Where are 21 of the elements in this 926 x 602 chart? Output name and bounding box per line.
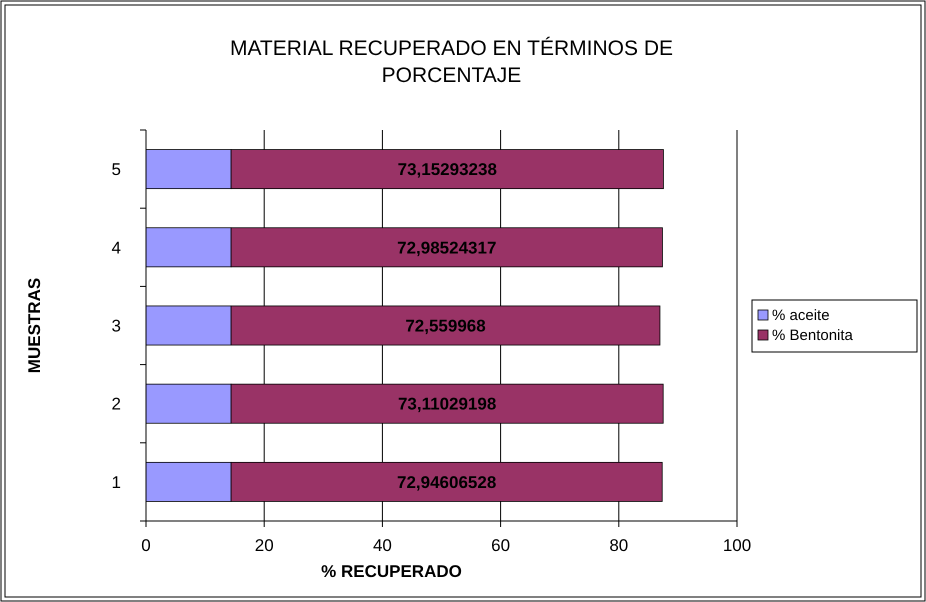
legend-label: % aceite bbox=[772, 307, 830, 324]
data-label: 72,94606528 bbox=[397, 472, 496, 492]
x-tick-label: 60 bbox=[491, 536, 510, 555]
y-axis-title: MUESTRAS bbox=[25, 278, 44, 374]
x-tick-label: 20 bbox=[254, 536, 274, 555]
x-axis-title: % RECUPERADO bbox=[321, 562, 462, 581]
x-tick-label: 80 bbox=[609, 536, 628, 555]
data-label: 73,15293238 bbox=[398, 160, 497, 180]
y-tick-label: 2 bbox=[112, 394, 121, 414]
y-tick-label: 5 bbox=[112, 160, 121, 180]
y-tick-label: 1 bbox=[112, 472, 121, 492]
x-tick-label: 100 bbox=[722, 536, 752, 555]
x-tick-label: 0 bbox=[141, 536, 151, 555]
y-tick-label: 3 bbox=[112, 316, 121, 336]
legend-label: % Bentonita bbox=[772, 327, 854, 344]
data-label: 73,11029198 bbox=[398, 394, 496, 414]
data-label: 72,559968 bbox=[405, 316, 486, 336]
x-tick-label: 40 bbox=[372, 536, 392, 555]
y-tick-label: 4 bbox=[112, 238, 121, 258]
data-label: 72,98524317 bbox=[397, 238, 496, 258]
chart-title: MATERIAL RECUPERADO EN TÉRMINOS DE PORCENTAJE bbox=[230, 36, 674, 87]
